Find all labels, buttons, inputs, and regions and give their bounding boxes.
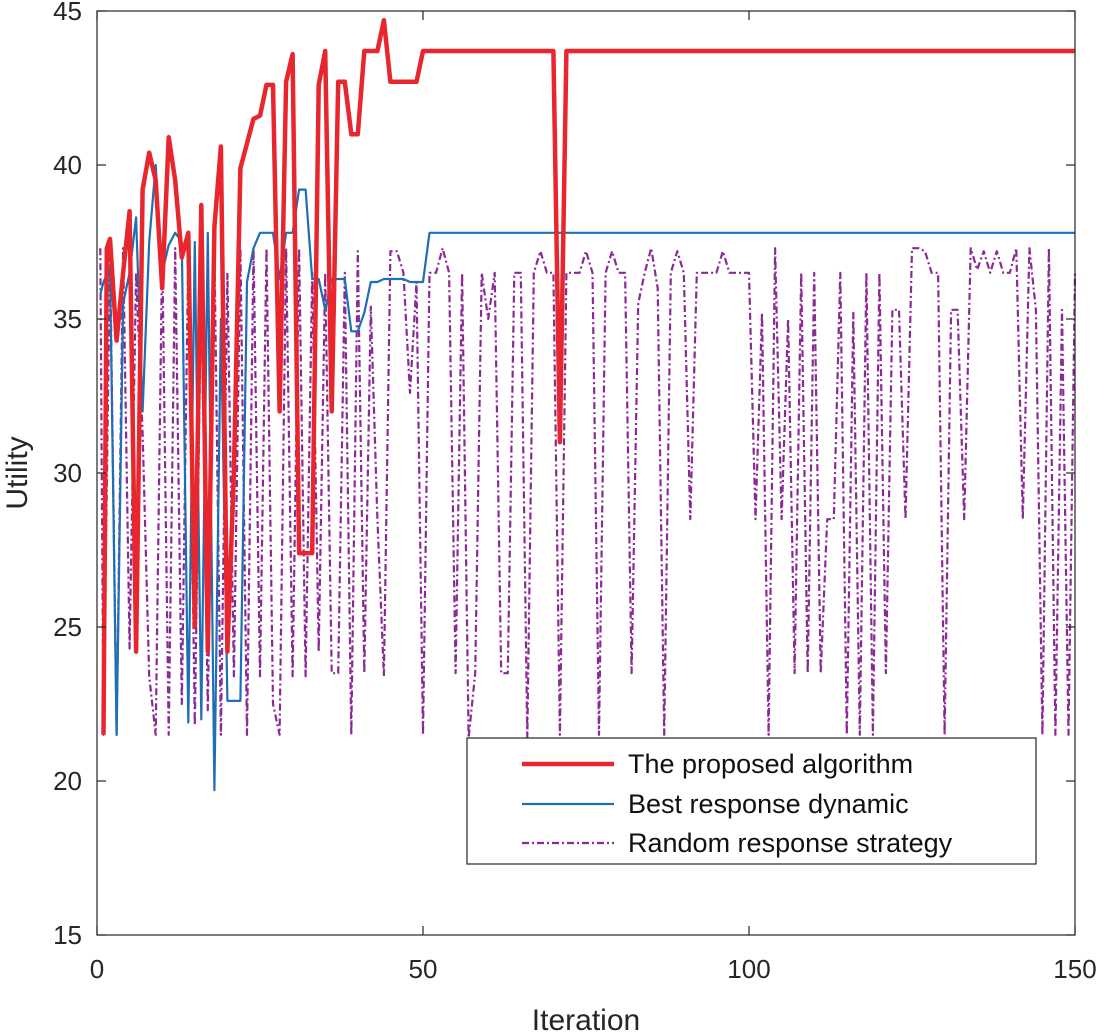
x-tick-label: 50 bbox=[409, 954, 438, 984]
legend: The proposed algorithm Best response dyn… bbox=[466, 737, 1037, 865]
y-tick-label: 40 bbox=[53, 150, 82, 180]
x-tick-label: 0 bbox=[90, 954, 104, 984]
legend-box bbox=[466, 737, 1037, 865]
y-tick-label: 25 bbox=[53, 612, 82, 642]
y-tick-label: 15 bbox=[53, 920, 82, 950]
series-layer bbox=[99, 17, 1077, 792]
series-line-the-proposed-algorithm bbox=[101, 17, 1075, 735]
series-line-best-response-dynamic bbox=[99, 163, 1075, 792]
y-tick-label: 20 bbox=[53, 766, 82, 796]
y-tick-label: 45 bbox=[53, 0, 82, 26]
y-axis-title: Utility bbox=[1, 436, 34, 509]
legend-label-best-response-dynamic: Best response dynamic bbox=[628, 789, 909, 819]
x-axis-title: Iteration bbox=[532, 1004, 640, 1032]
y-tick-label: 30 bbox=[53, 458, 82, 488]
series-line-random-response-strategy bbox=[99, 247, 1077, 739]
y-tick-label: 35 bbox=[53, 304, 82, 334]
legend-label-random-response-strategy: Random response strategy bbox=[628, 828, 953, 858]
ticks-layer: 0 50 100 150 15 20 25 30 35 40 45 bbox=[53, 0, 1097, 984]
x-tick-label: 150 bbox=[1053, 954, 1096, 984]
legend-label-proposed-algorithm: The proposed algorithm bbox=[628, 749, 913, 779]
x-tick-label: 100 bbox=[727, 954, 770, 984]
